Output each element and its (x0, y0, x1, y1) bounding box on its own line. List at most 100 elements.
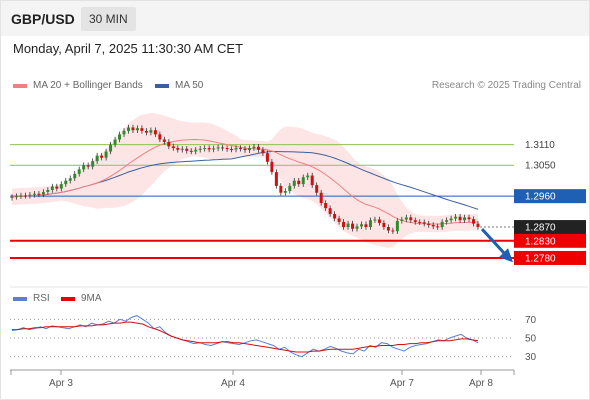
candle-body (409, 217, 413, 221)
legend-ma50-label: MA 50 (175, 80, 204, 91)
legend-rsi: RSI (13, 293, 50, 304)
candle-body (324, 203, 328, 209)
bollinger-band (12, 113, 478, 248)
candle-body (427, 223, 431, 225)
rsi-tick-label: 50 (525, 334, 537, 345)
candle-body (391, 230, 395, 232)
candle-body (256, 146, 260, 150)
candle-body (221, 147, 225, 149)
candle-body (301, 177, 305, 185)
candle-body (445, 220, 449, 222)
candle-body (10, 196, 14, 198)
candle-body (377, 219, 381, 223)
candle-body (373, 219, 377, 221)
candle-body (135, 128, 139, 131)
candle-body (333, 214, 337, 219)
candle-body (198, 148, 202, 150)
candle-body (185, 148, 189, 151)
candle-body (306, 175, 310, 178)
candle-body (100, 155, 104, 158)
candle-body (23, 195, 27, 197)
candle-body (292, 180, 296, 186)
candle-body (207, 148, 211, 150)
rsi-9ma-line (12, 321, 479, 353)
candle-body (351, 223, 355, 229)
candle-body (73, 173, 77, 179)
candle-body (368, 220, 372, 228)
candle-body (41, 192, 45, 195)
candle-body (270, 161, 274, 173)
forecast-arrow-shaft (480, 228, 509, 258)
candle-body (400, 219, 404, 221)
candle-body (86, 165, 90, 167)
candle-body (283, 191, 287, 193)
candle-body (162, 139, 166, 142)
symbol-label: GBP/USD (11, 11, 75, 27)
candle-body (422, 222, 426, 224)
candle-body (230, 149, 234, 151)
candle-body (440, 221, 444, 228)
candle-body (64, 180, 68, 185)
legend-9ma-label: 9MA (81, 293, 102, 304)
candle-body (68, 178, 72, 181)
candle-body (32, 193, 36, 195)
level-label-1.2830: 1.2830 (525, 236, 556, 247)
x-tick-label: Apr 3 (49, 378, 73, 389)
candle-body (467, 217, 471, 220)
candle-body (176, 148, 180, 150)
candle-body (274, 172, 278, 186)
candle-body (458, 216, 462, 221)
candle-body (404, 217, 408, 220)
candle-body (77, 169, 81, 174)
candle-body (50, 186, 54, 190)
candle-body (131, 127, 135, 131)
candle-body (355, 226, 359, 229)
candle-body (261, 149, 265, 154)
level-badge-1.2830 (514, 233, 586, 248)
candle-body (418, 221, 422, 223)
candle-body (144, 130, 148, 133)
credit-label: Research © 2025 Trading Central (431, 80, 581, 91)
timeframe-button[interactable]: 30 MIN (81, 7, 136, 31)
level-label-1.3110: 1.3110 (525, 140, 555, 151)
candle-body (454, 216, 458, 219)
candle-body (449, 218, 453, 221)
candle-body (386, 227, 390, 231)
candle-body (476, 223, 480, 228)
candle-body (346, 223, 350, 228)
candle-body (225, 148, 229, 150)
candle-body (382, 222, 386, 228)
candle-body (472, 219, 476, 224)
candle-body (212, 148, 216, 150)
candle-body (153, 130, 157, 135)
legend-ma50: MA 50 (155, 80, 203, 91)
candle-body (279, 185, 283, 193)
candle-body (82, 165, 86, 170)
candle-body (19, 195, 23, 197)
level-badge-1.2780 (514, 250, 586, 265)
candle-body (167, 141, 171, 147)
level-badge-1.2960 (514, 189, 586, 204)
candle-body (360, 224, 363, 227)
candle-body (431, 224, 435, 227)
level-badge-1.2870 (514, 220, 586, 235)
x-tick-label: Apr 8 (469, 378, 493, 389)
candle-body (203, 148, 207, 150)
candle-body (28, 194, 32, 196)
candle-body (194, 149, 198, 152)
ma20-swatch (13, 83, 27, 88)
candle-body (463, 217, 467, 221)
candle-body (14, 196, 18, 198)
candle-body (180, 148, 184, 150)
candle-body (243, 148, 247, 151)
candle-body (109, 144, 113, 152)
candle-body (104, 151, 108, 158)
candle-body (113, 139, 117, 145)
candle-body (122, 130, 126, 135)
candle-body (337, 218, 341, 222)
candle-body (328, 208, 332, 215)
candle-body (395, 220, 399, 232)
ma50-swatch (155, 83, 169, 88)
candle-body (364, 224, 368, 228)
